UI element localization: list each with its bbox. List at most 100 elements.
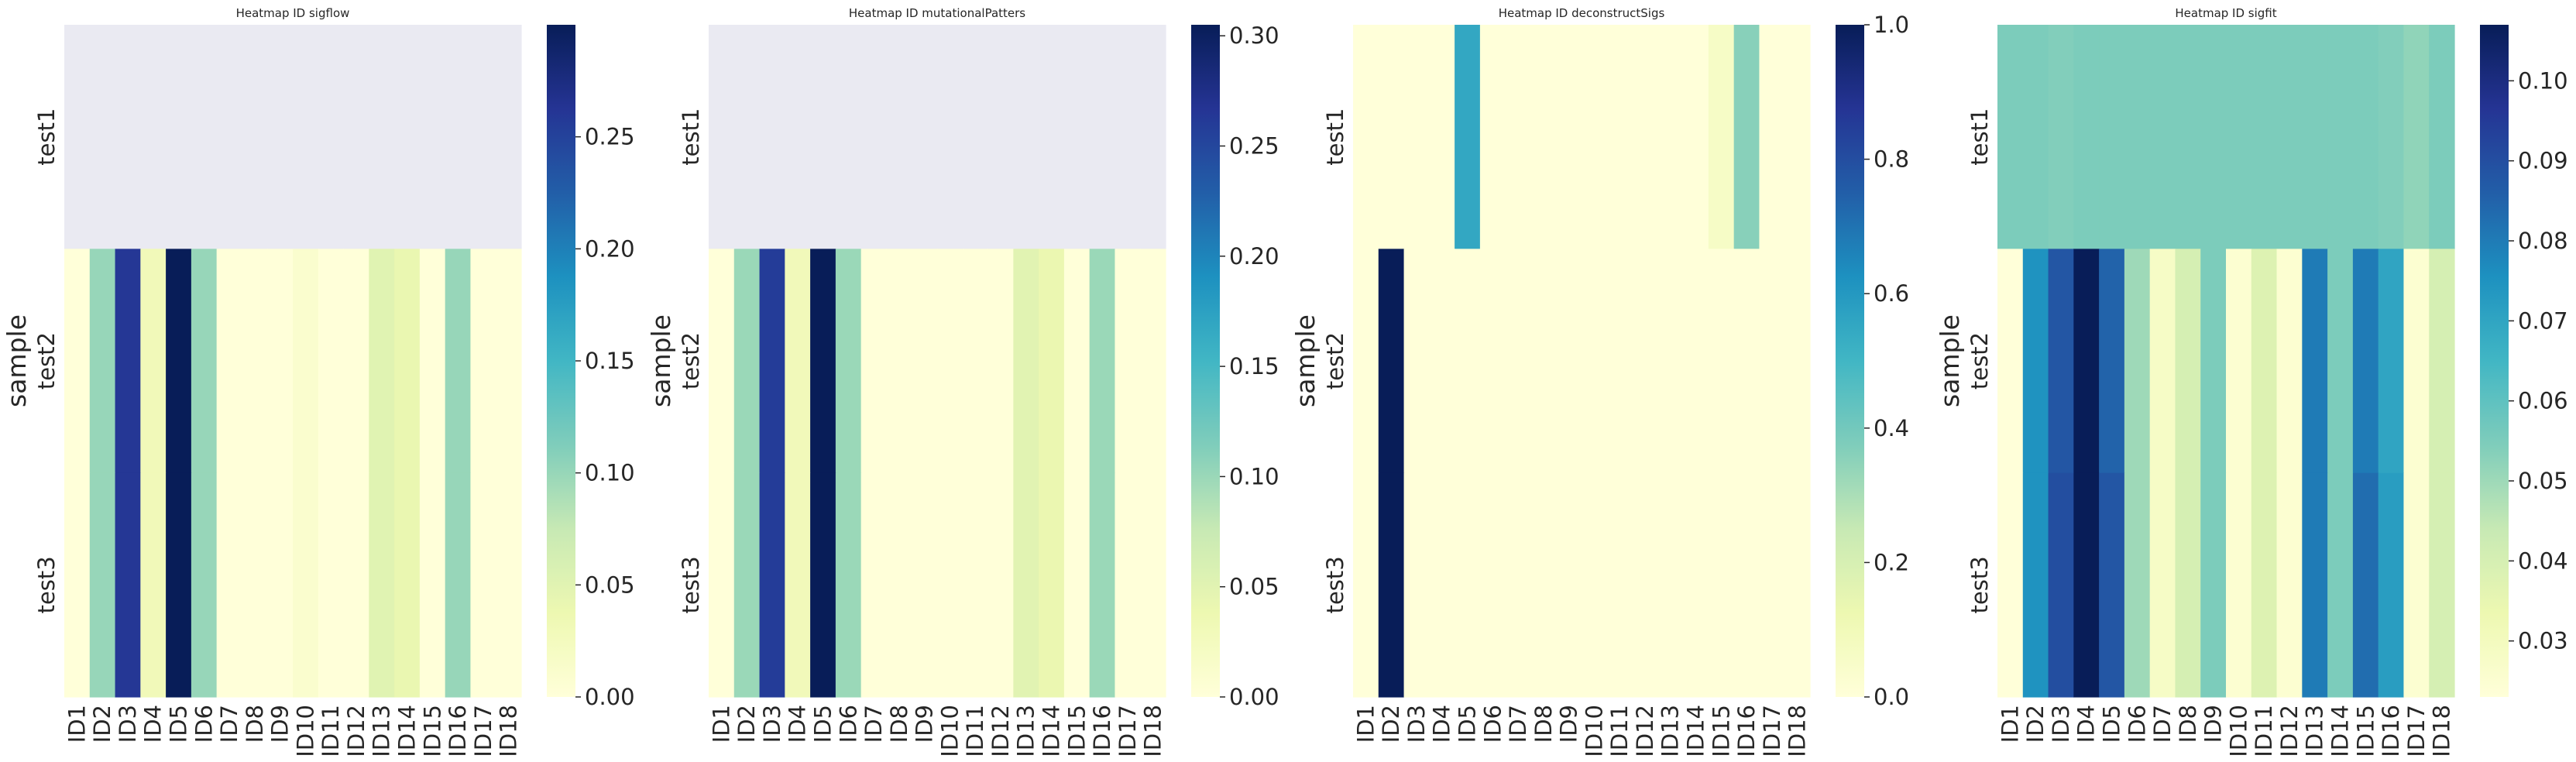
x-tick-label: ID4: [1429, 705, 1455, 743]
x-tick-label: ID11: [2251, 705, 2277, 757]
x-tick-label: ID11: [318, 705, 344, 757]
heatmap-cell: [496, 249, 522, 474]
x-tick-label: ID3: [2048, 705, 2074, 743]
heatmap-cell: [1353, 25, 1379, 249]
heatmap-cell: [1455, 249, 1481, 474]
heatmap-cell: [470, 25, 496, 249]
heatmap-cell: [2302, 472, 2328, 698]
heatmap-cell: [860, 249, 888, 474]
y-tick-label: test3: [678, 556, 704, 613]
colorbar-tick-label: 0.6: [1874, 280, 1909, 307]
x-tick-label: ID10: [936, 705, 963, 757]
heatmap-cell: [2429, 249, 2455, 474]
x-tick-label: ID1: [1997, 705, 2023, 743]
heatmap-cell: [886, 249, 912, 474]
x-tick-label: ID5: [810, 705, 836, 743]
colorbar-tick-label: 0.03: [2518, 628, 2568, 654]
x-tick-label: ID15: [419, 705, 445, 757]
heatmap-cell: [2200, 472, 2227, 698]
heatmap-cell: [2403, 25, 2430, 249]
heatmap-cell: [2099, 472, 2125, 698]
heatmap-cell: [1606, 472, 1633, 698]
heatmap-cell: [1657, 472, 1684, 698]
heatmap-cell: [343, 472, 369, 698]
heatmap-cell: [2175, 249, 2201, 474]
heatmap-cell: [166, 472, 192, 698]
x-tick-label: ID10: [2225, 705, 2251, 757]
heatmap-cell: [733, 249, 761, 474]
colorbar: [1191, 25, 1220, 697]
heatmap-cell: [1378, 472, 1405, 698]
x-tick-label: ID3: [115, 705, 141, 743]
heatmap-cell: [1556, 249, 1582, 474]
x-tick-label: ID7: [216, 705, 242, 743]
x-tick-label: ID10: [292, 705, 318, 757]
x-tick-label: ID3: [759, 705, 785, 743]
heatmap-cell: [318, 472, 345, 698]
heatmap-cell: [293, 25, 319, 249]
heatmap-cell: [1759, 25, 1785, 249]
heatmap-cell: [1378, 25, 1405, 249]
heatmap-cell: [709, 249, 735, 474]
heatmap-cell: [835, 25, 862, 249]
y-tick-label: test1: [1322, 108, 1348, 166]
colorbar-tick-label: 0.20: [585, 235, 635, 262]
heatmap-cell: [64, 25, 91, 249]
heatmap-cell: [1657, 25, 1684, 249]
chart-title: Heatmap ID mutationalPatters: [849, 6, 1025, 20]
colorbar-tick-label: 0.00: [1229, 684, 1279, 710]
heatmap-cell: [89, 249, 116, 474]
colorbar-tick-label: 0.05: [2518, 468, 2568, 494]
heatmap-cell: [1784, 472, 1811, 698]
x-tick-label: ID6: [1479, 705, 1506, 743]
colorbar-tick-label: 0.06: [2518, 388, 2568, 414]
colorbar: [1836, 25, 1864, 697]
heatmap-cell: [2073, 25, 2100, 249]
heatmap-cell: [394, 472, 421, 698]
colorbar-tick-label: 0.0: [1874, 684, 1909, 710]
heatmap-cell: [2403, 249, 2430, 474]
x-tick-label: ID13: [1013, 705, 1039, 757]
x-tick-label: ID12: [2276, 705, 2303, 757]
heatmap-cell: [1063, 25, 1091, 249]
x-tick-label: ID17: [1759, 705, 1785, 757]
x-tick-label: ID18: [1140, 705, 1166, 757]
heatmap-cell: [785, 249, 811, 474]
colorbar-tick-label: 0.00: [585, 684, 635, 710]
y-axis-label: sample: [1290, 314, 1321, 407]
heatmap-cell: [1530, 249, 1557, 474]
heatmap-cell: [2327, 249, 2354, 474]
heatmap-cell: [2302, 249, 2328, 474]
heatmap-cell: [1429, 472, 1455, 698]
heatmap-cell: [2124, 472, 2151, 698]
y-tick-label: test2: [1322, 332, 1348, 390]
x-tick-label: ID13: [369, 705, 395, 757]
heatmap-cell: [1683, 249, 1709, 474]
x-tick-label: ID9: [267, 705, 294, 743]
heatmap-cell: [759, 249, 785, 474]
heatmap-cell: [445, 25, 472, 249]
heatmap-cell: [810, 249, 836, 474]
heatmap-cell: [733, 472, 761, 698]
heatmap-cell: [2327, 25, 2354, 249]
x-tick-label: ID17: [470, 705, 496, 757]
heatmap-cell: [2302, 25, 2328, 249]
heatmap-cell: [1455, 472, 1481, 698]
x-tick-label: ID15: [2352, 705, 2379, 757]
heatmap-cell: [2022, 472, 2049, 698]
heatmap-cell: [835, 472, 862, 698]
heatmap-cell: [1784, 249, 1811, 474]
heatmap-cell: [267, 249, 294, 474]
x-tick-label: ID11: [962, 705, 988, 757]
heatmap-cell: [1582, 249, 1608, 474]
colorbar-tick-label: 0.08: [2518, 228, 2568, 254]
x-tick-label: ID14: [1683, 705, 1709, 757]
heatmap-cell: [496, 472, 522, 698]
heatmap-cell: [369, 25, 395, 249]
heatmap-cell: [1479, 249, 1506, 474]
heatmap-cell: [1505, 249, 1532, 474]
x-tick-label: ID15: [1063, 705, 1090, 757]
heatmap-cell: [1353, 249, 1379, 474]
heatmap-cell: [2200, 25, 2227, 249]
x-tick-label: ID9: [912, 705, 938, 743]
